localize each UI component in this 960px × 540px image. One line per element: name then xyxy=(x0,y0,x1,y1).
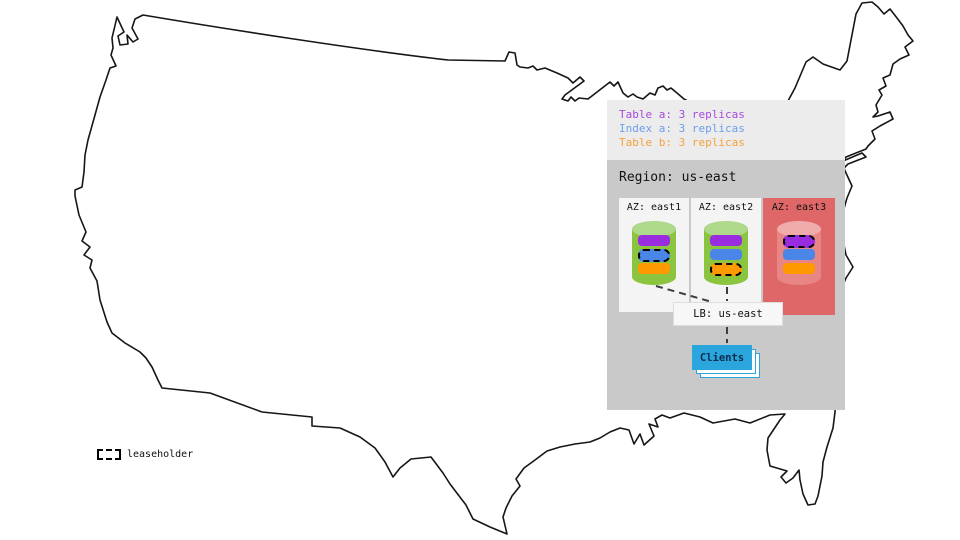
replica-bars xyxy=(632,235,676,277)
az-east2-label: AZ: east2 xyxy=(698,202,754,213)
legend-item-index-a: Index a: 3 replicas xyxy=(619,122,745,135)
replica-bar-table-b xyxy=(638,263,670,274)
leaseholder-key-label: leaseholder xyxy=(127,449,194,460)
us-map-path xyxy=(74,1,914,535)
replica-bar-index-a-leaseholder xyxy=(638,249,670,262)
cylinder-top xyxy=(632,221,676,237)
leaseholder-key: leaseholder xyxy=(97,449,193,460)
az-east1-label: AZ: east1 xyxy=(626,202,682,213)
clients-node: Clients xyxy=(692,345,752,370)
region-title: Region: us-east xyxy=(619,170,737,185)
replica-bars xyxy=(777,235,821,277)
cylinder-top xyxy=(777,221,821,237)
replica-bar-index-a xyxy=(710,249,742,260)
database-cylinder-east1 xyxy=(632,221,676,285)
replica-bar-index-a xyxy=(783,249,815,260)
database-cylinder-east2 xyxy=(704,221,748,285)
legend-item-table-a: Table a: 3 replicas xyxy=(619,108,745,121)
az-east3-highlighted: AZ: east3 xyxy=(763,198,835,315)
az-east1: AZ: east1 xyxy=(619,198,689,312)
leaseholder-dashed-swatch-icon xyxy=(97,449,121,460)
cylinder-top xyxy=(704,221,748,237)
az-east3-label: AZ: east3 xyxy=(771,202,827,213)
replica-bars xyxy=(704,235,748,277)
replica-bar-table-a xyxy=(710,235,742,246)
replica-bar-table-b xyxy=(783,263,815,274)
replica-legend: Table a: 3 replicas Index a: 3 replicas … xyxy=(607,100,845,160)
replica-bar-table-a-leaseholder xyxy=(783,235,815,248)
az-east2: AZ: east2 xyxy=(691,198,761,312)
replica-bar-table-b-leaseholder xyxy=(710,263,742,276)
replica-bar-table-a xyxy=(638,235,670,246)
region-panel: Region: us-east AZ: east1 AZ: east2 xyxy=(607,160,845,410)
database-cylinder-east3 xyxy=(777,221,821,285)
load-balancer-node: LB: us-east xyxy=(673,302,783,326)
legend-item-table-b: Table b: 3 replicas xyxy=(619,136,745,149)
